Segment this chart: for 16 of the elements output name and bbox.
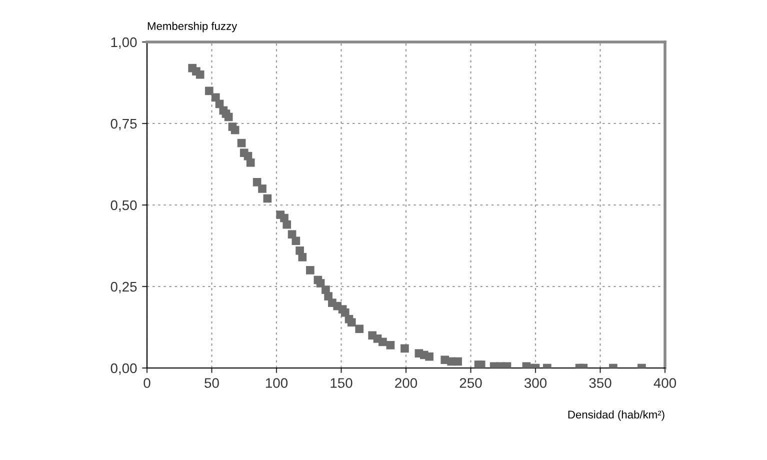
x-tick-label: 250 [460,378,482,388]
x-tick-label: 0 [144,378,150,388]
x-tick-label: 400 [654,378,676,388]
y-tick-label: 1,00 [111,37,137,49]
x-tick-label: 100 [266,378,288,388]
x-tick-label: 200 [395,378,418,388]
y-axis-title: Membership fuzzy [148,22,238,32]
y-tick-label: 0,00 [110,363,137,375]
x-tick-label: 300 [524,378,547,388]
y-tick-label: 0,50 [110,200,137,212]
x-tick-label: 350 [589,378,612,388]
x-tick-label: 50 [204,378,219,388]
y-tick-label: 0,75 [110,118,137,130]
x-tick-label: 150 [330,378,352,388]
y-tick-label: 0,25 [110,282,137,294]
x-axis-title: Densidad (hab/km²) [568,410,664,421]
